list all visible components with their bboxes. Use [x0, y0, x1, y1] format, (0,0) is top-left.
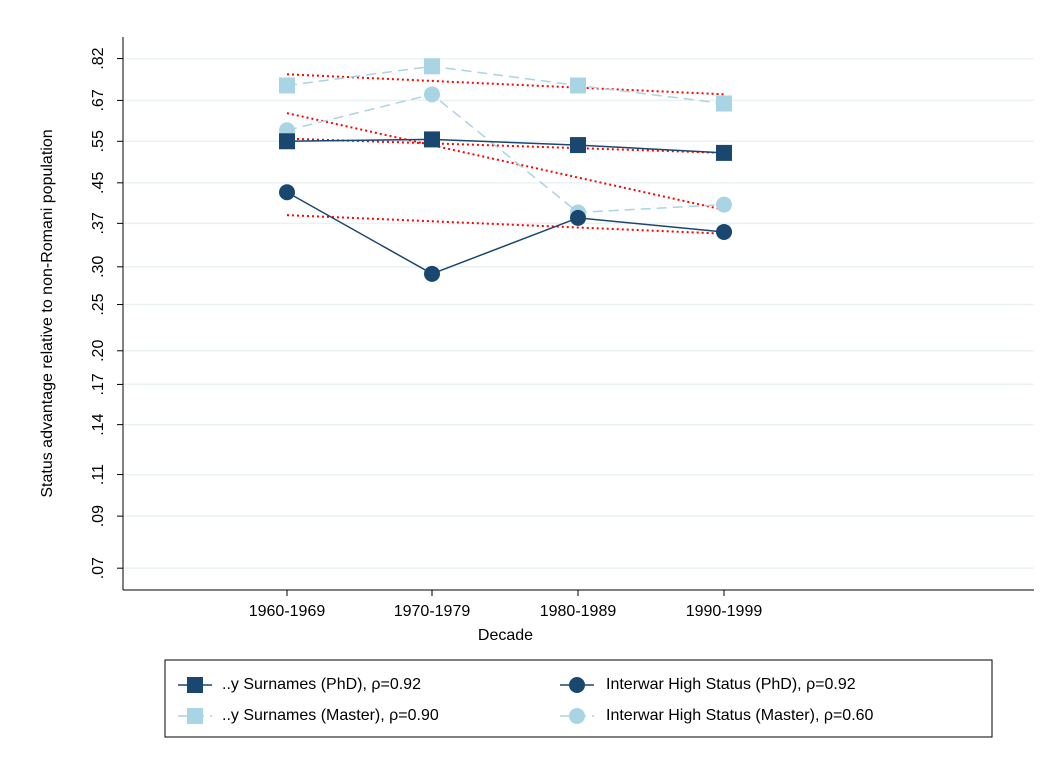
- legend-label: Interwar High Status (PhD), ρ=0.92: [606, 676, 856, 693]
- series-line: [286, 191, 725, 275]
- y-axis-title: Status advantage relative to non-Romani …: [39, 129, 56, 497]
- x-tick-label: 1960-1969: [249, 603, 326, 620]
- y-axis: .07 .09 .11 .14 .17 .20 .25 .30 .37 .45 .55 .67 .82: [90, 37, 124, 590]
- y-tick-label: .20: [90, 340, 107, 362]
- data-point: [716, 144, 732, 161]
- legend-label: Interwar High Status (Master), ρ=0.60: [606, 707, 874, 724]
- y-tick-label: .30: [90, 256, 107, 278]
- x-tick-label: 1970-1979: [394, 603, 471, 620]
- legend-box: [164, 659, 993, 738]
- data-point: [424, 58, 440, 75]
- y-tick-label: .25: [90, 293, 107, 315]
- data-point: [570, 77, 586, 94]
- y-tick-label: .55: [90, 130, 107, 152]
- y-tick-label: .14: [90, 413, 107, 435]
- x-tick-label: 1990-1999: [686, 603, 763, 620]
- data-point: [716, 95, 732, 112]
- legend-marker: [187, 677, 203, 693]
- series-line: [286, 93, 725, 214]
- x-axis: 1960-1969 1970-1979 1980-1989 1990-1999: [123, 589, 1034, 620]
- x-axis-title: Decade: [478, 627, 533, 644]
- legend-marker: [569, 708, 585, 724]
- y-tick-label: .82: [90, 47, 107, 69]
- data-point: [279, 184, 295, 201]
- y-tick-label: .45: [90, 172, 107, 194]
- series-line: [286, 138, 725, 154]
- y-tick-label: .37: [90, 212, 107, 234]
- legend-label: ..y Surnames (PhD), ρ=0.92: [222, 676, 421, 693]
- legend-marker: [187, 708, 203, 724]
- data-point: [570, 137, 586, 154]
- y-tick-label: .07: [90, 557, 107, 579]
- y-tick-label: .17: [90, 373, 107, 395]
- y-tick-label: .09: [90, 505, 107, 527]
- data-point: [279, 77, 295, 94]
- data-point: [424, 86, 440, 103]
- data-point: [424, 131, 440, 148]
- legend-marker: [569, 677, 585, 693]
- grid-lines: [123, 57, 1034, 569]
- data-point: [570, 209, 586, 226]
- legend-label: ..y Surnames (Master), ρ=0.90: [222, 707, 439, 724]
- series-group: [279, 58, 732, 282]
- data-point: [716, 196, 732, 213]
- legend: ..y Surnames (PhD), ρ=0.92 Interwar High …: [164, 659, 993, 738]
- data-point: [279, 133, 295, 150]
- y-tick-label: .11: [90, 464, 107, 485]
- y-tick-label: .67: [90, 89, 107, 111]
- data-point: [716, 223, 732, 240]
- x-tick-label: 1980-1989: [540, 603, 617, 620]
- series-line: [286, 65, 725, 105]
- data-point: [424, 265, 440, 282]
